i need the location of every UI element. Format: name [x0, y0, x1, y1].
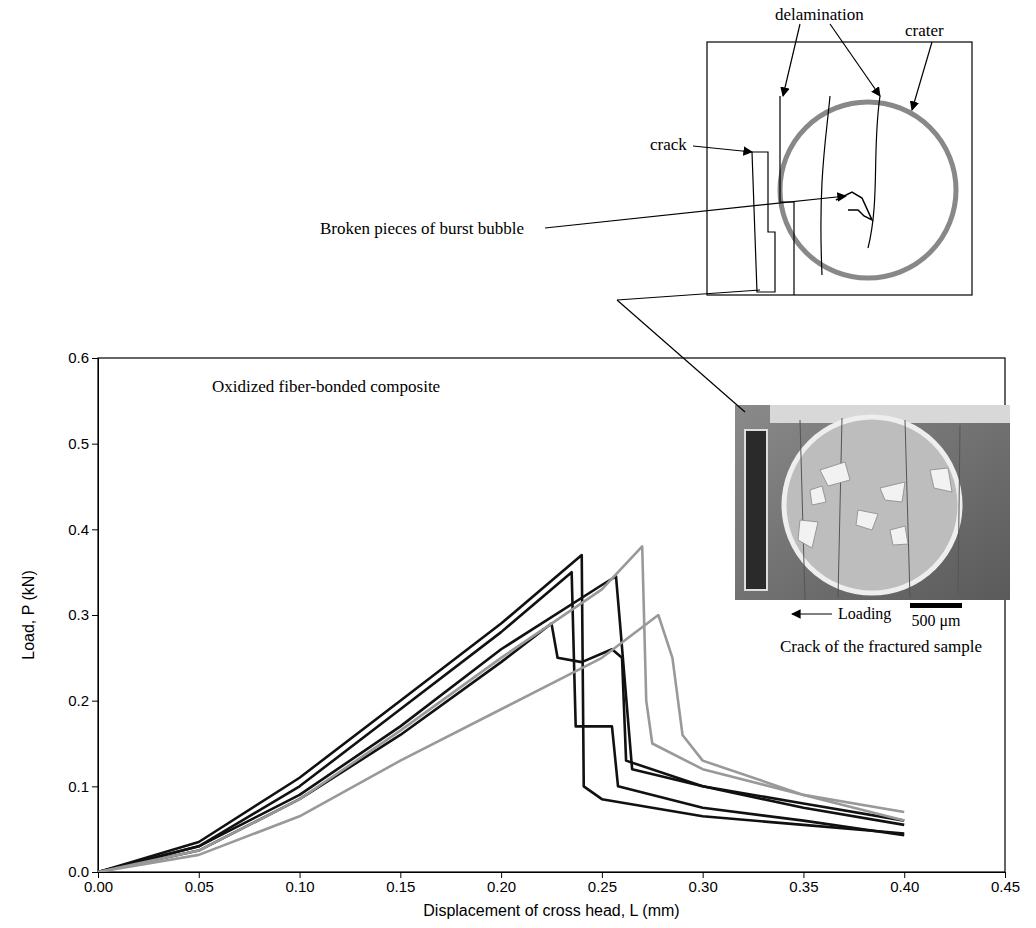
photo-fragment: [798, 520, 818, 548]
y-tick-mark: [92, 786, 98, 787]
y-tick-label: 0.1: [68, 778, 89, 795]
x-tick: 0.35: [789, 872, 818, 895]
y-tick: 0.5: [68, 435, 98, 452]
photo-fragment: [810, 486, 826, 505]
annotation: crack: [650, 135, 687, 154]
leader-line: [545, 196, 846, 228]
y-tick: 0.4: [68, 521, 98, 538]
photo-crater: [784, 417, 960, 593]
x-tick: 0.45: [991, 872, 1020, 895]
series-line: [98, 555, 904, 872]
y-tick-label: 0.3: [68, 606, 89, 623]
leader-line: [792, 613, 832, 614]
photo-fragment: [880, 482, 905, 502]
y-tick-mark: [92, 872, 98, 873]
x-tick: 0.20: [487, 872, 516, 895]
y-tick: 0.1: [68, 778, 98, 795]
chart: 0.000.050.100.150.200.250.300.350.400.45…: [0, 0, 1036, 928]
y-tick-mark: [92, 615, 98, 616]
x-tick-label: 0.40: [890, 878, 919, 895]
inset-delamination: [868, 96, 880, 248]
x-tick: 0.05: [185, 872, 214, 895]
inset-delamination: [780, 96, 794, 295]
y-axis: 0.0 0.1 0.2 0.3 0.4 0.5 0.6: [68, 349, 98, 880]
inset-frame: [707, 42, 972, 295]
series-line: [98, 576, 904, 872]
photo-delamination: [838, 418, 842, 598]
sem-photo: [735, 405, 1010, 600]
y-tick-mark: [92, 701, 98, 702]
x-tick-label: 0.45: [991, 878, 1020, 895]
x-tick-label: 0.30: [689, 878, 718, 895]
x-axis-line: [99, 872, 1006, 873]
inset-crack: [752, 152, 775, 292]
inset-delamination: [821, 96, 830, 275]
plot-frame: [98, 358, 1005, 872]
y-axis-line: [98, 359, 99, 873]
leader-line: [783, 24, 800, 96]
y-tick-label: 0.6: [68, 349, 89, 366]
leader-line: [617, 300, 745, 412]
annotation: crater: [905, 21, 944, 40]
y-tick-label: 0.2: [68, 692, 89, 709]
y-tick: 0.2: [68, 692, 98, 709]
x-tick: 0.30: [689, 872, 718, 895]
x-tick: 0.40: [890, 872, 919, 895]
leader-line: [830, 24, 880, 96]
photo-ground: [735, 405, 1010, 600]
annotation: Oxidized fiber-bonded composite: [212, 377, 440, 396]
y-tick: 0.0: [68, 863, 98, 880]
x-tick: 0.10: [285, 872, 314, 895]
series-line: [98, 572, 904, 872]
x-tick-label: 0.25: [588, 878, 617, 895]
photo-delamination: [958, 425, 960, 595]
x-tick: 0.25: [588, 872, 617, 895]
y-tick-label: 0.5: [68, 435, 89, 452]
photo-fragment: [890, 526, 908, 545]
leader-line: [693, 146, 752, 152]
photo-fragment: [820, 462, 850, 486]
x-axis-title: Displacement of cross head, L (mm): [423, 902, 679, 919]
annotation: Crack of the fractured sample: [780, 637, 982, 656]
x-tick-label: 0.20: [487, 878, 516, 895]
y-tick-label: 0.0: [68, 863, 89, 880]
photo-fragment: [930, 468, 952, 492]
x-tick: 0.15: [386, 872, 415, 895]
y-tick-mark: [92, 358, 98, 359]
y-tick-mark: [92, 529, 98, 530]
x-tick-label: 0.15: [386, 878, 415, 895]
leader-line: [912, 42, 932, 110]
y-tick-label: 0.4: [68, 521, 89, 538]
scale-bar: [910, 603, 962, 608]
x-tick-label: 0.35: [789, 878, 818, 895]
y-tick: 0.6: [68, 349, 98, 366]
y-tick: 0.3: [68, 606, 98, 623]
annotation: Loading: [838, 605, 891, 623]
photo-crack: [745, 430, 767, 590]
photo-fragment: [856, 510, 878, 530]
inset-crater: [780, 102, 956, 278]
annotation: Broken pieces of burst bubble: [320, 219, 524, 238]
leader-line: [617, 290, 760, 300]
x-tick-label: 0.10: [285, 878, 314, 895]
y-tick-mark: [92, 444, 98, 445]
x-axis: 0.000.050.100.150.200.250.300.350.400.45: [84, 872, 1020, 895]
inset-diagram: [707, 42, 972, 295]
annotation: delamination: [775, 5, 864, 24]
x-tick-label: 0.05: [185, 878, 214, 895]
annotation: 500 μm: [911, 612, 961, 630]
photo-delamination: [905, 420, 910, 598]
y-axis-title: Load, P (kN): [20, 570, 37, 660]
photo-delamination: [800, 420, 805, 600]
